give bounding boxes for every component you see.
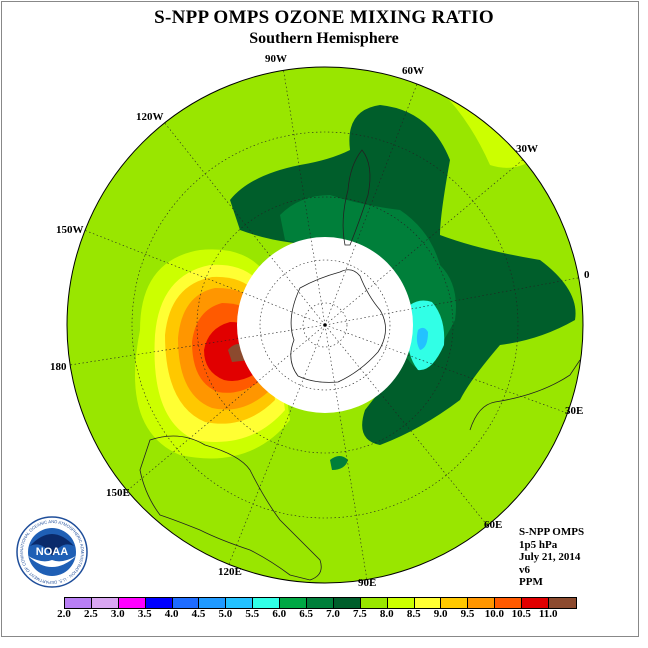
colorbar-label: 7.0 bbox=[326, 608, 340, 620]
logo-bird-icon bbox=[30, 534, 74, 556]
colorbar-label: 8.0 bbox=[379, 608, 394, 620]
meridian-120e bbox=[228, 324, 326, 565]
lon-label-90e: 90E bbox=[358, 577, 376, 589]
colorbar-label: 9.0 bbox=[433, 608, 448, 620]
latitude-circle-50s bbox=[131, 131, 519, 519]
info-version: v6 bbox=[519, 563, 530, 576]
colorbar-swatch bbox=[118, 598, 146, 608]
colorbar-swatch bbox=[468, 598, 496, 608]
colorbar-labels: 2.0 2.5 3.0 3.5 4.0 4.5 5.0 5.5 6.0 6.5 7.0 7.5 8.0 8… bbox=[0, 608, 648, 622]
lon-label-150w: 150W bbox=[56, 224, 84, 236]
meridian-180 bbox=[69, 324, 326, 366]
lon-label-60e: 60E bbox=[484, 519, 502, 531]
lon-label-180: 180 bbox=[50, 361, 67, 373]
colorbar-label: 3.0 bbox=[110, 608, 125, 620]
antarctica-outline bbox=[290, 269, 386, 383]
meridian-30e bbox=[324, 324, 568, 414]
noaa-logo: NATIONAL OCEANIC AND ATMOSPHERIC ADMINIS… bbox=[16, 516, 88, 588]
info-pressure-level: 1p5 hPa bbox=[519, 538, 558, 551]
map-border bbox=[66, 66, 584, 584]
image-frame bbox=[1, 1, 639, 637]
colorbar-swatch bbox=[65, 598, 92, 608]
colorbar-swatch bbox=[495, 598, 523, 608]
meridian-90e bbox=[324, 324, 368, 581]
colorbar-label: 4.5 bbox=[191, 608, 206, 620]
colorbar-label: 9.5 bbox=[460, 608, 475, 620]
colorbar-label: 6.5 bbox=[299, 608, 313, 620]
colorbar-swatch bbox=[253, 598, 281, 608]
colorbar-swatch bbox=[522, 598, 550, 608]
colorbar-swatch bbox=[360, 598, 388, 608]
colorbar-swatch bbox=[145, 598, 173, 608]
lon-label-30w: 30W bbox=[516, 143, 538, 155]
meridian-30w bbox=[324, 157, 526, 326]
lon-label-120w: 120W bbox=[136, 111, 164, 123]
latitude-circle-70s bbox=[259, 259, 391, 391]
colorbar-swatch bbox=[333, 598, 361, 608]
lon-label-30e: 30E bbox=[565, 405, 583, 417]
colorbar bbox=[64, 597, 577, 609]
colorbar-swatch bbox=[307, 598, 334, 608]
colorbar-swatch bbox=[441, 598, 469, 608]
lon-label-90w: 90W bbox=[265, 53, 287, 65]
colorbar-swatch bbox=[199, 598, 227, 608]
colorbar-label: 7.5 bbox=[353, 608, 367, 620]
lon-label-60w: 60W bbox=[402, 65, 424, 77]
colorbar-swatch bbox=[549, 598, 576, 608]
africa-outline bbox=[469, 359, 581, 431]
colorbar-label: 11.0 bbox=[538, 608, 558, 620]
map-title: S-NPP OMPS OZONE MIXING RATIO bbox=[154, 7, 494, 28]
colorbar-swatch bbox=[91, 598, 119, 608]
lon-label-150e: 150E bbox=[106, 487, 130, 499]
graticule bbox=[69, 67, 583, 581]
colorbar-label: 5.5 bbox=[245, 608, 260, 620]
colorbar-label: 6.0 bbox=[272, 608, 287, 620]
colorbar-swatch bbox=[414, 598, 442, 608]
ozone-field bbox=[69, 67, 583, 581]
colorbar-swatch bbox=[280, 598, 308, 608]
field-patch-5-0 bbox=[416, 327, 428, 350]
colorbar-label: 5.0 bbox=[218, 608, 233, 620]
colorbar-label: 2.5 bbox=[84, 608, 98, 620]
south-pole-dot bbox=[323, 323, 327, 327]
lon-label-120e: 120E bbox=[218, 566, 242, 578]
australia-outline bbox=[139, 435, 322, 581]
meridian-60e bbox=[324, 324, 488, 526]
latitude-circle-80s bbox=[302, 302, 348, 348]
info-block: S-NPP OMPS 1p5 hPa July 21, 2014 v6 PPM bbox=[519, 526, 584, 589]
colorbar-swatch bbox=[387, 598, 415, 608]
colorbar-swatch bbox=[226, 598, 254, 608]
field-patch-6-5-small bbox=[330, 456, 348, 470]
south-america-outline bbox=[342, 149, 371, 246]
logo-wave-icon bbox=[28, 556, 76, 567]
colorbar-label: 3.5 bbox=[137, 608, 152, 620]
colorbar-label: 4.0 bbox=[164, 608, 179, 620]
colorbar-swatch bbox=[172, 598, 200, 608]
meridian-60w bbox=[324, 83, 418, 326]
map-subtitle: Southern Hemisphere bbox=[249, 30, 399, 47]
info-units: PPM bbox=[519, 576, 543, 589]
latitude-circle-60s bbox=[196, 196, 454, 454]
colorbar-label: 10.0 bbox=[484, 608, 505, 620]
colorbar-label: 8.5 bbox=[406, 608, 421, 620]
meridian-150e bbox=[127, 324, 326, 491]
lon-label-0: 0 bbox=[584, 269, 590, 281]
logo-text: NOAA bbox=[36, 546, 68, 558]
colorbar-label: 2.0 bbox=[57, 608, 71, 620]
colorbar-label: 10.5 bbox=[511, 608, 531, 620]
info-date: July 21, 2014 bbox=[519, 551, 581, 564]
info-instrument: S-NPP OMPS bbox=[519, 526, 585, 538]
